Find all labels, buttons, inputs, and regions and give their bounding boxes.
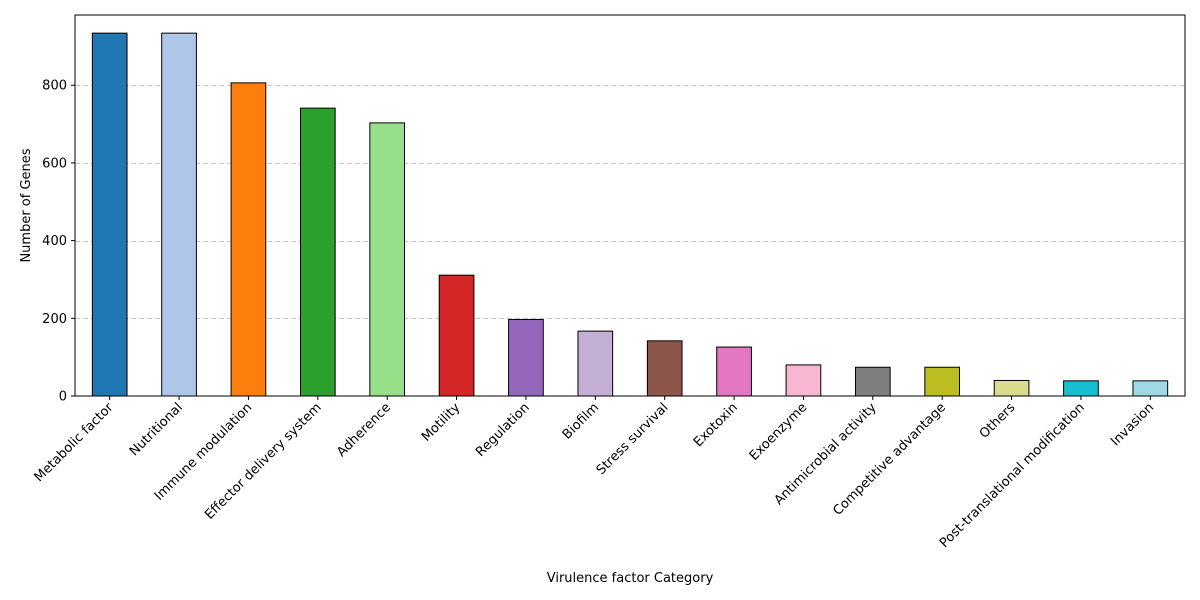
bar-adherence (369, 122, 406, 397)
bar-metabolic-factor (91, 32, 128, 397)
bar-nutritional (161, 32, 197, 397)
x-axis-title: Virulence factor Category (547, 571, 714, 586)
y-tick-label: 200 (42, 312, 67, 327)
bar-regulation (508, 318, 544, 397)
y-tick-label: 800 (42, 79, 67, 94)
y-axis-title: Number of Genes (19, 148, 34, 262)
bar-exotoxin (716, 346, 752, 397)
y-tick-label: 400 (42, 234, 67, 249)
bar-others (993, 379, 1030, 397)
bar-motility (438, 274, 475, 397)
bars (91, 32, 1169, 397)
bar-invasion (1132, 380, 1169, 397)
bar-competitive-advantage (924, 366, 961, 397)
y-axis-ticks: 0 200 400 600 800 (42, 79, 75, 405)
bar-stress-survival (646, 340, 683, 397)
y-tick-label: 600 (42, 156, 67, 171)
bar-biofilm (577, 330, 614, 397)
bar-antimicrobial-activity (854, 366, 891, 397)
bar-effector-delivery-system (299, 107, 336, 397)
bar-post-translational-modification (1063, 380, 1099, 397)
bar-immune-modulation (230, 82, 267, 397)
y-tick-label: 0 (59, 390, 67, 405)
bar-exoenzyme (785, 364, 822, 397)
axes-frame (74, 14, 1186, 397)
